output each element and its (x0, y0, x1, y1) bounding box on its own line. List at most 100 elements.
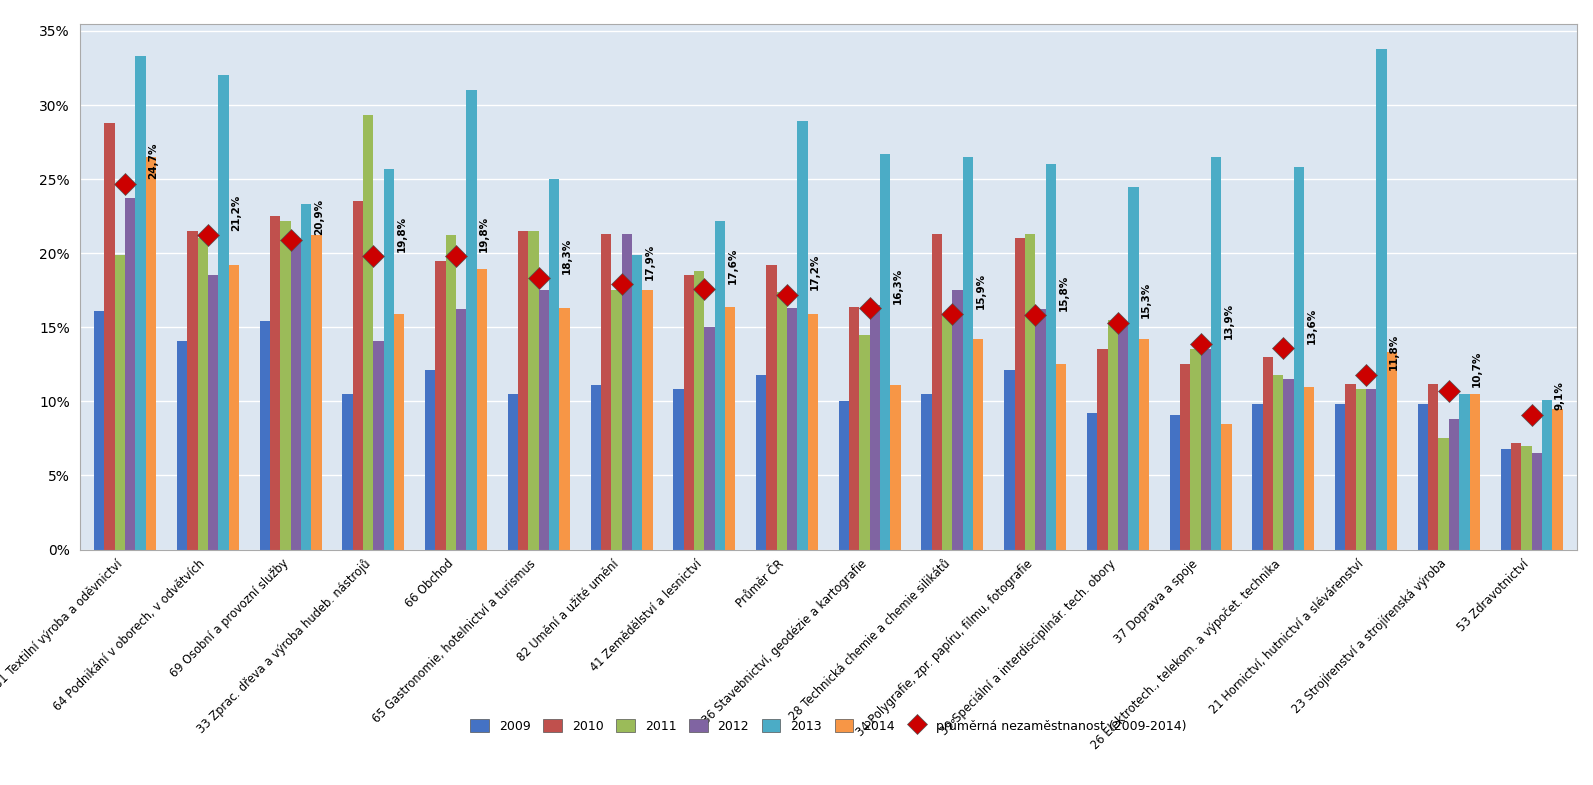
Bar (621, 234, 632, 550)
Bar (393, 314, 405, 550)
Bar (446, 236, 456, 550)
Bar (1098, 349, 1107, 550)
Bar (683, 276, 695, 550)
Bar (363, 115, 373, 550)
Bar (508, 394, 518, 550)
Text: 18,3%: 18,3% (562, 238, 572, 274)
Bar (1086, 413, 1098, 550)
Bar (290, 239, 301, 550)
Text: 19,8%: 19,8% (397, 216, 406, 252)
Bar (973, 339, 983, 550)
Bar (435, 261, 446, 550)
Bar (704, 327, 715, 550)
Bar (921, 394, 932, 550)
Bar (218, 75, 228, 550)
Bar (538, 290, 550, 550)
Bar (105, 122, 115, 550)
Bar (632, 254, 642, 550)
Text: 21,2%: 21,2% (231, 195, 241, 231)
Bar (1169, 414, 1180, 550)
Bar (1346, 384, 1356, 550)
Bar (228, 265, 239, 550)
Bar (1418, 404, 1429, 550)
Bar (1469, 394, 1480, 550)
Bar (642, 290, 653, 550)
Bar (1222, 424, 1231, 550)
Text: 15,3%: 15,3% (1141, 282, 1152, 319)
Bar (135, 57, 147, 550)
Bar (1429, 384, 1438, 550)
Bar (1056, 364, 1066, 550)
Bar (1190, 349, 1201, 550)
Bar (301, 204, 311, 550)
Bar (147, 157, 156, 550)
Text: 10,7%: 10,7% (1472, 350, 1481, 386)
Bar (890, 385, 900, 550)
Bar (798, 122, 808, 549)
Bar (476, 269, 487, 550)
Bar (126, 199, 135, 550)
Bar (384, 169, 393, 550)
Bar (870, 305, 879, 550)
Bar (1107, 319, 1118, 550)
Text: 13,6%: 13,6% (1306, 307, 1316, 344)
Bar (1201, 349, 1211, 550)
Bar (953, 290, 962, 550)
Bar (94, 311, 105, 550)
Bar (1211, 157, 1222, 550)
Bar (941, 314, 953, 550)
Bar (280, 221, 290, 550)
Bar (1263, 357, 1273, 550)
Text: 24,7%: 24,7% (148, 143, 158, 179)
Text: 17,9%: 17,9% (645, 243, 655, 280)
Bar (1542, 400, 1552, 550)
Bar (674, 389, 683, 550)
Bar (559, 308, 570, 550)
Bar (1356, 389, 1367, 550)
Bar (1294, 167, 1305, 550)
Bar (1024, 234, 1035, 550)
Bar (1128, 187, 1139, 550)
Bar (849, 306, 859, 550)
Bar (342, 394, 352, 550)
Bar (1139, 339, 1149, 550)
Bar (1531, 453, 1542, 550)
Legend: 2009, 2010, 2011, 2012, 2013, 2014, průměrná nezaměstnanost (2009-2014): 2009, 2010, 2011, 2012, 2013, 2014, prům… (465, 714, 1192, 737)
Bar (1521, 446, 1531, 550)
Bar (177, 341, 188, 550)
Text: 15,9%: 15,9% (975, 273, 986, 309)
Bar (260, 321, 269, 550)
Bar (777, 292, 787, 550)
Bar (1015, 239, 1024, 550)
Text: 17,6%: 17,6% (728, 248, 738, 284)
Bar (591, 385, 601, 550)
Bar (1376, 49, 1388, 549)
Bar (808, 314, 819, 550)
Text: 19,8%: 19,8% (479, 216, 489, 252)
Bar (1367, 389, 1376, 550)
Bar (838, 401, 849, 550)
Bar (1501, 449, 1510, 550)
Bar (715, 221, 725, 550)
Bar (269, 216, 280, 550)
Bar (1180, 364, 1190, 550)
Bar (879, 154, 890, 550)
Bar (1004, 371, 1015, 550)
Bar (1438, 438, 1450, 550)
Bar (932, 234, 941, 550)
Text: 15,8%: 15,8% (1058, 275, 1069, 311)
Bar (1510, 443, 1521, 550)
Text: 16,3%: 16,3% (894, 268, 903, 304)
Bar (207, 276, 218, 550)
Bar (456, 309, 467, 550)
Bar (198, 239, 207, 550)
Bar (1388, 352, 1397, 550)
Bar (1305, 386, 1314, 550)
Bar (1450, 419, 1459, 550)
Text: 9,1%: 9,1% (1555, 382, 1564, 411)
Bar (1284, 379, 1294, 550)
Bar (725, 306, 736, 550)
Bar (518, 231, 529, 550)
Bar (1552, 409, 1563, 550)
Bar (695, 271, 704, 550)
